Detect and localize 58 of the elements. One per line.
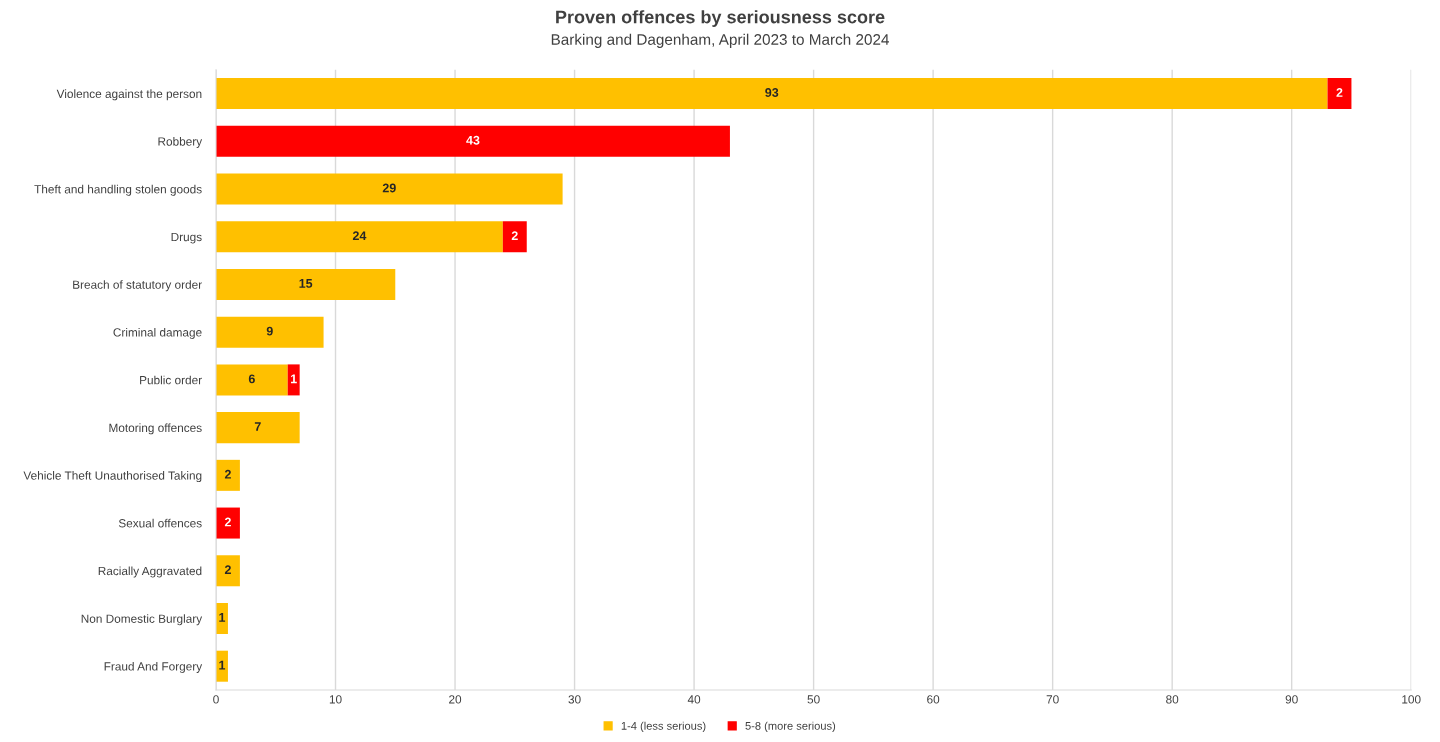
data-label: 2 <box>224 517 231 527</box>
data-label: 2 <box>1336 88 1343 97</box>
y-tick-label: Robbery <box>158 137 203 149</box>
y-tick-label: Racially Aggravated <box>98 566 202 578</box>
y-tick-label: Sexual offences <box>118 518 202 528</box>
bar <box>287 364 300 396</box>
y-tick-label: Non Domestic Burglary <box>81 614 203 626</box>
chart-subtitle: Barking and Dagenham, April 2023 to March 2024 <box>551 33 889 48</box>
x-tick-label: 30 <box>568 695 581 704</box>
bar <box>216 125 730 157</box>
bar <box>216 459 240 491</box>
chart-title: Proven offences by seriousness score <box>556 10 885 27</box>
bar <box>216 268 396 300</box>
y-tick-label: Drugs <box>171 232 202 244</box>
bar <box>216 316 324 348</box>
x-tick-label: 40 <box>687 695 701 704</box>
data-label: 2 <box>224 469 231 479</box>
bar <box>216 507 240 539</box>
y-tick-label: Theft and handling stolen goods <box>34 184 202 196</box>
x-tick-label: 0 <box>213 695 219 704</box>
x-tick-label: 10 <box>329 695 342 704</box>
data-label: 43 <box>466 135 480 145</box>
bar <box>216 555 240 587</box>
bar <box>216 173 563 205</box>
y-tick-label: Breach of statutory order <box>73 280 202 292</box>
bar <box>502 221 527 253</box>
legend-label: 1-4 (less serious) <box>621 721 706 732</box>
data-label: 1 <box>219 660 226 670</box>
x-tick-label: 60 <box>927 695 940 704</box>
bar <box>216 364 288 396</box>
y-tick-label: Motoring offences <box>109 423 202 435</box>
x-tick-label: 70 <box>1046 695 1059 704</box>
bar <box>216 412 300 444</box>
y-tick-label: Public order <box>140 375 202 385</box>
data-label: 7 <box>254 422 261 431</box>
data-label: 2 <box>224 565 231 574</box>
bar <box>216 221 503 253</box>
data-label: 93 <box>765 88 779 97</box>
data-label: 15 <box>299 279 313 288</box>
y-tick-label: Vehicle Theft Unauthorised Taking <box>23 471 202 483</box>
bar <box>1327 78 1352 110</box>
data-label: 9 <box>266 326 273 336</box>
data-label: 1 <box>219 613 226 622</box>
y-tick-label: Violence against the person <box>56 89 202 101</box>
x-tick-label: 20 <box>449 695 462 704</box>
y-tick-label: Criminal damage <box>113 327 202 339</box>
data-label: 24 <box>352 231 367 240</box>
data-label: 2 <box>511 231 518 240</box>
x-tick-label: 100 <box>1402 695 1421 704</box>
data-label: 6 <box>248 374 255 384</box>
x-tick-label: 90 <box>1285 695 1298 704</box>
data-label: 29 <box>382 183 396 193</box>
bar <box>216 78 1328 110</box>
x-tick-label: 50 <box>807 695 820 704</box>
data-label: 1 <box>291 374 297 384</box>
legend-label: 5-8 (more serious) <box>745 721 836 732</box>
y-tick-label: Fraud And Forgery <box>104 661 203 673</box>
x-tick-label: 80 <box>1166 695 1179 704</box>
